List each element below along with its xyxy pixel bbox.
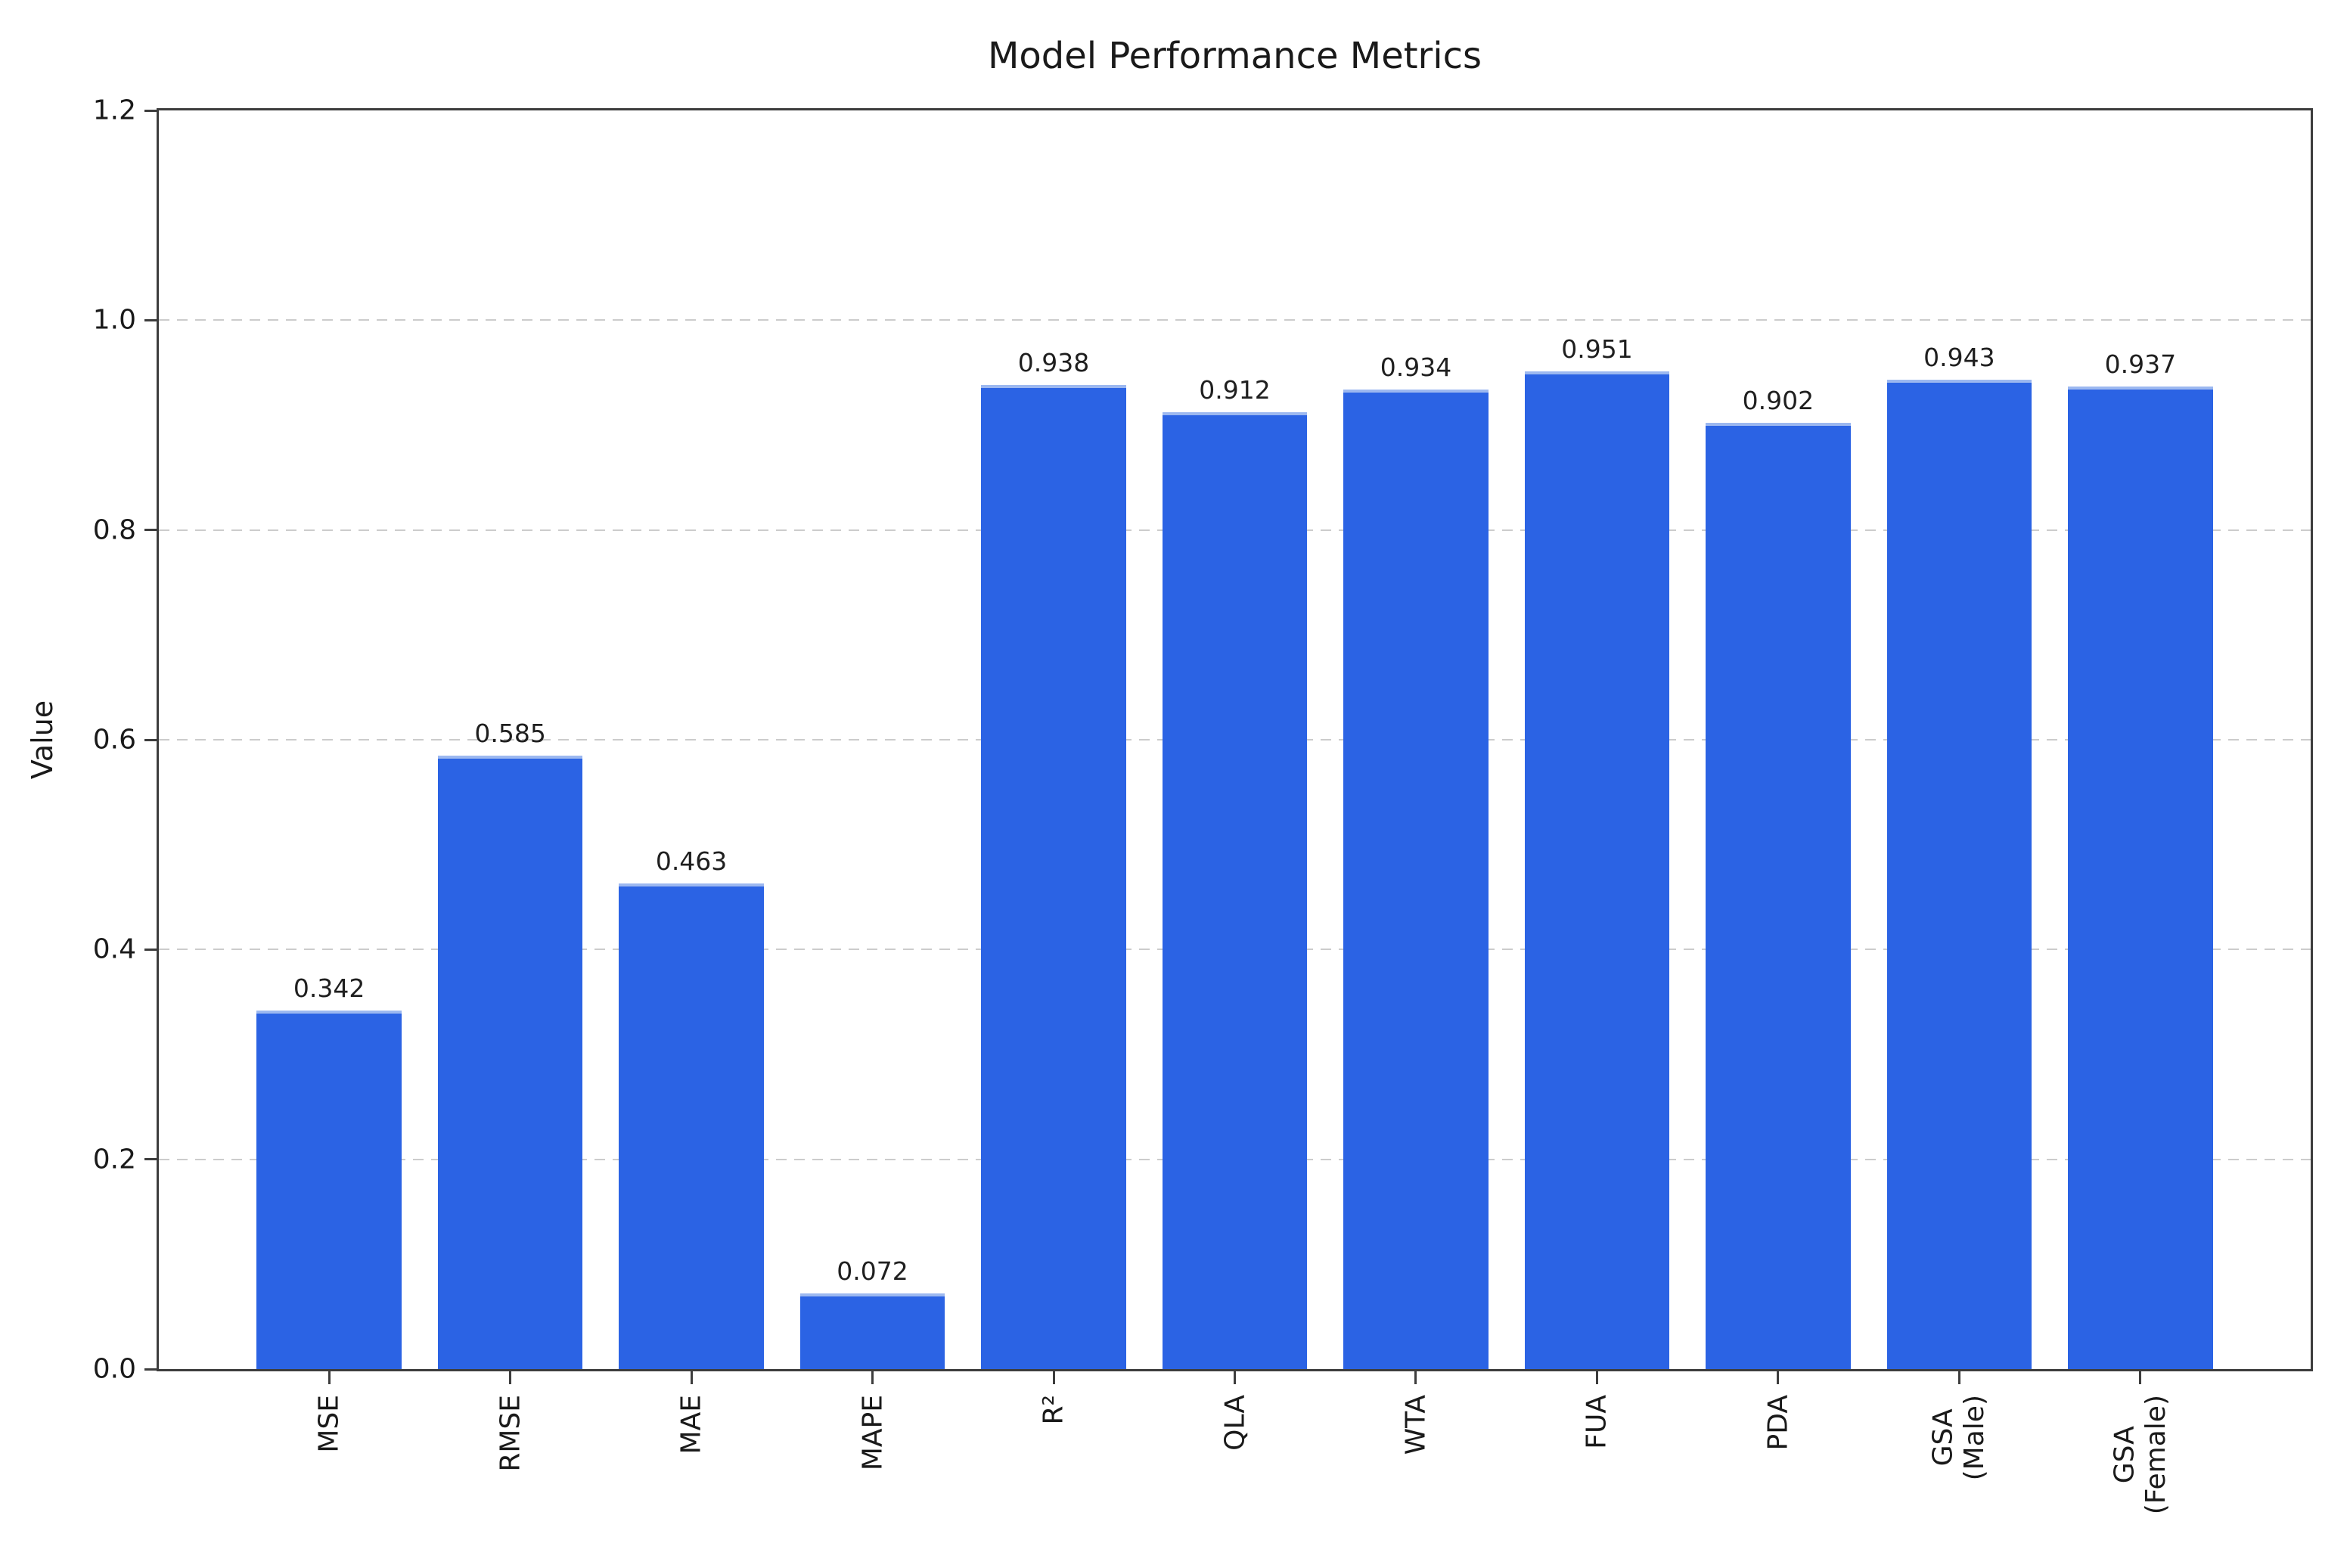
y-tick-mark: [144, 948, 157, 951]
bar: [1162, 412, 1308, 1369]
y-tick-label: 0.8: [92, 514, 136, 546]
bar-value-label: 0.951: [1561, 334, 1633, 365]
y-tick-label: 0.2: [92, 1144, 136, 1175]
x-tick-mark: [509, 1371, 512, 1384]
bar: [2068, 386, 2213, 1369]
x-tick-mark: [2139, 1371, 2142, 1384]
bar-value-label: 0.342: [293, 973, 365, 1003]
gridline: [159, 319, 2311, 321]
y-tick-mark: [144, 318, 157, 321]
y-tick-label: 0.4: [92, 933, 136, 965]
bar: [256, 1010, 402, 1369]
bar: [619, 883, 764, 1369]
x-tick-label: MAPE: [856, 1395, 888, 1471]
y-tick-mark: [144, 109, 157, 112]
y-tick-label: 0.6: [92, 724, 136, 756]
bar: [437, 755, 583, 1369]
x-tick-label: PDA: [1762, 1395, 1794, 1451]
x-tick-mark: [1957, 1371, 1960, 1384]
plot-area: 0.342 0.585 0.463 0.072 0.938 0.912 0.934 0.951…: [157, 108, 2313, 1371]
bar: [799, 1293, 945, 1369]
x-tick-label: R²: [1038, 1395, 1069, 1425]
x-tick-label: MAE: [675, 1395, 707, 1455]
bar-value-label: 0.912: [1199, 375, 1271, 405]
bar-value-label: 0.902: [1742, 386, 1814, 416]
y-tick-label: 1.0: [92, 304, 136, 336]
x-tick-label: GSA (Male): [1928, 1395, 1991, 1481]
y-tick-mark: [144, 1368, 157, 1371]
y-tick-mark: [144, 529, 157, 532]
x-tick-mark: [1777, 1371, 1780, 1384]
x-tick-mark: [1052, 1371, 1055, 1384]
y-tick-label: 1.2: [92, 95, 136, 126]
x-tick-label: FUA: [1581, 1395, 1613, 1449]
x-tick-mark: [1595, 1371, 1598, 1384]
x-tick-label: MSE: [313, 1395, 345, 1453]
x-tick-label: QLA: [1218, 1395, 1250, 1451]
bar: [1706, 423, 1851, 1369]
y-tick-mark: [144, 738, 157, 741]
x-tick-label: GSA (Female): [2109, 1395, 2171, 1515]
chart-title: Model Performance Metrics: [987, 35, 1482, 77]
bar: [1886, 380, 2032, 1369]
x-tick-mark: [1414, 1371, 1417, 1384]
bar-value-label: 0.937: [2104, 349, 2177, 379]
bar-value-label: 0.938: [1017, 348, 1090, 378]
bar-value-label: 0.463: [655, 846, 728, 876]
y-tick-label: 0.0: [92, 1353, 136, 1385]
y-tick-mark: [144, 1158, 157, 1161]
x-tick-mark: [690, 1371, 693, 1384]
bar-value-label: 0.072: [837, 1256, 908, 1287]
x-tick-mark: [328, 1371, 331, 1384]
bar-value-label: 0.943: [1923, 343, 1995, 373]
x-tick-label: WTA: [1400, 1395, 1432, 1455]
bar: [981, 385, 1126, 1369]
x-tick-mark: [871, 1371, 874, 1384]
bar: [1524, 371, 1670, 1369]
bar-value-label: 0.934: [1380, 352, 1452, 382]
x-tick-label: RMSE: [494, 1395, 526, 1472]
x-tick-mark: [1234, 1371, 1236, 1384]
bar: [1343, 389, 1489, 1369]
bar-value-label: 0.585: [474, 718, 546, 748]
